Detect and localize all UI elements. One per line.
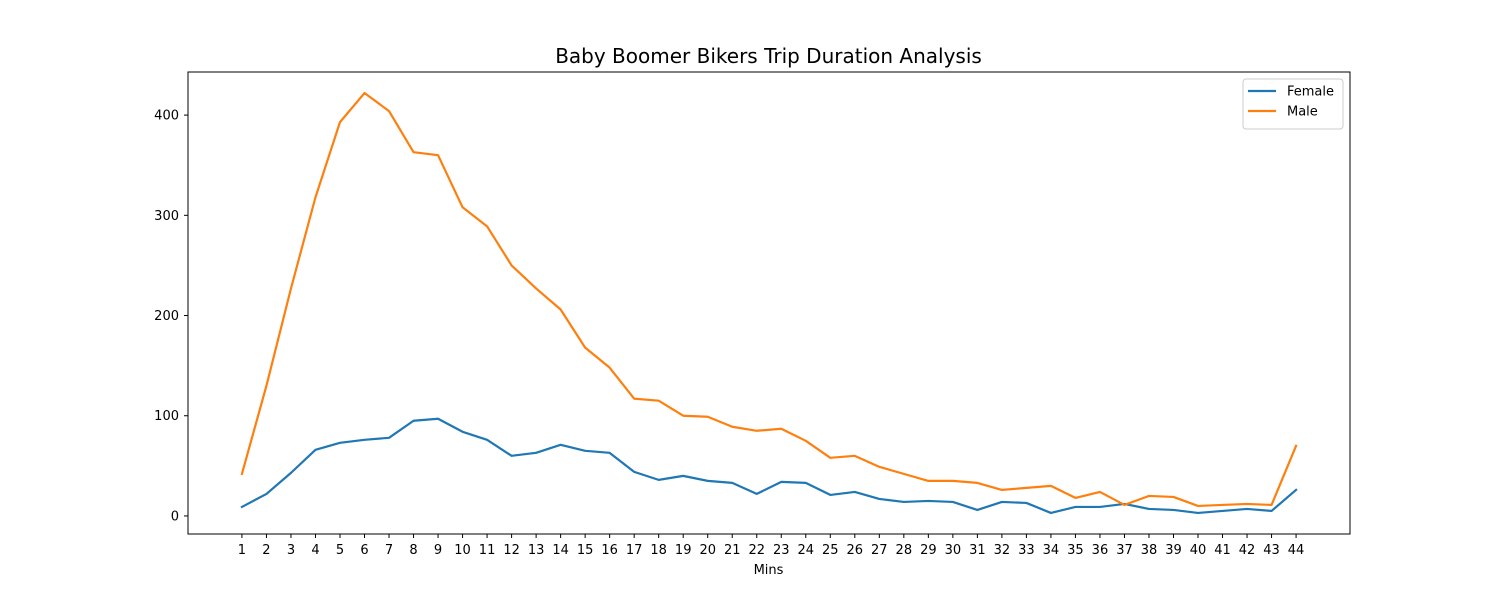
x-tick-label: 7 xyxy=(385,543,393,558)
x-tick-label: 31 xyxy=(969,543,986,558)
x-tick-label: 29 xyxy=(920,543,937,558)
series-line-male xyxy=(240,91,1298,508)
x-tick-label: 39 xyxy=(1165,543,1182,558)
y-tick-label: 100 xyxy=(154,409,179,424)
x-tick-label: 33 xyxy=(1018,543,1035,558)
x-tick-label: 18 xyxy=(650,543,667,558)
legend-label: Male xyxy=(1287,105,1318,120)
x-tick-label: 37 xyxy=(1116,543,1133,558)
x-tick-label: 5 xyxy=(336,543,344,558)
x-tick-label: 30 xyxy=(945,543,962,558)
x-tick-label: 9 xyxy=(434,543,442,558)
x-tick-label: 34 xyxy=(1043,543,1060,558)
x-tick-label: 27 xyxy=(871,543,888,558)
x-tick-label: 8 xyxy=(409,543,417,558)
x-tick-label: 26 xyxy=(847,543,864,558)
x-tick-label: 6 xyxy=(360,543,368,558)
x-tick-label: 2 xyxy=(262,543,270,558)
series-line-female xyxy=(240,417,1298,515)
legend-label: Female xyxy=(1287,85,1334,100)
legend: Female Male xyxy=(1242,78,1344,130)
x-tick-label: 10 xyxy=(454,543,471,558)
plot-area-frame xyxy=(187,71,1351,535)
x-tick-label: 11 xyxy=(479,543,496,558)
x-axis-label: Mins xyxy=(754,563,784,578)
x-tick-label: 1 xyxy=(238,543,246,558)
y-axis-ticks: 0 100 200 300 400 xyxy=(154,109,188,524)
x-tick-label: 14 xyxy=(552,543,569,558)
x-tick-label: 17 xyxy=(626,543,643,558)
x-tick-label: 38 xyxy=(1141,543,1158,558)
x-tick-label: 20 xyxy=(699,543,716,558)
x-tick-label: 40 xyxy=(1190,543,1207,558)
x-tick-label: 22 xyxy=(748,543,765,558)
y-tick-label: 0 xyxy=(171,509,179,524)
x-tick-label: 3 xyxy=(287,543,295,558)
x-tick-label: 24 xyxy=(797,543,814,558)
x-tick-label: 16 xyxy=(601,543,618,558)
x-tick-label: 25 xyxy=(822,543,839,558)
x-tick-label: 21 xyxy=(724,543,741,558)
x-tick-label: 32 xyxy=(994,543,1011,558)
x-tick-label: 19 xyxy=(675,543,692,558)
x-tick-label: 36 xyxy=(1092,543,1109,558)
x-tick-label: 28 xyxy=(896,543,913,558)
x-axis-ticks: 1 2 3 4 5 6 7 8 9 10 11 12 13 14 15 16 17 18 19 20 21 22 23 24 2… xyxy=(238,534,1305,558)
x-tick-label: 41 xyxy=(1214,543,1231,558)
y-tick-label: 400 xyxy=(154,109,179,124)
x-tick-label: 15 xyxy=(577,543,594,558)
x-tick-label: 42 xyxy=(1239,543,1256,558)
y-tick-label: 300 xyxy=(154,209,179,224)
x-tick-label: 23 xyxy=(773,543,790,558)
x-tick-label: 12 xyxy=(503,543,520,558)
x-tick-label: 13 xyxy=(528,543,545,558)
x-tick-label: 43 xyxy=(1263,543,1280,558)
x-tick-label: 35 xyxy=(1067,543,1084,558)
y-tick-label: 200 xyxy=(154,309,179,324)
x-tick-label: 4 xyxy=(311,543,319,558)
chart-title: Baby Boomer Bikers Trip Duration Analysi… xyxy=(555,44,982,68)
series-lines xyxy=(240,91,1298,515)
x-tick-label: 44 xyxy=(1288,543,1305,558)
